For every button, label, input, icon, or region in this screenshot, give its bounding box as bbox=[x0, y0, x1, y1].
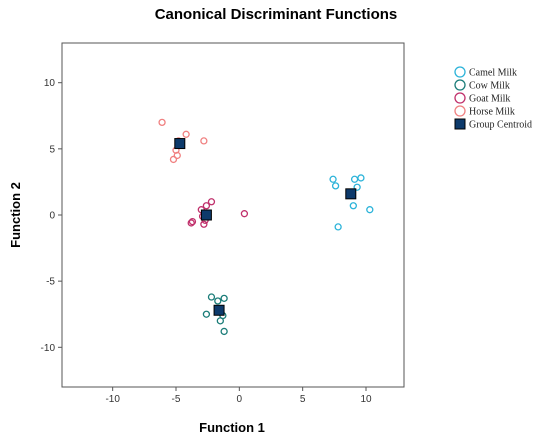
legend-label-camel-milk: Camel Milk bbox=[469, 68, 517, 79]
goat-milk-point bbox=[200, 220, 208, 228]
legend: Camel Milk Cow Milk Goat Milk Horse Milk Gro… bbox=[454, 66, 532, 131]
legend-marker-camel-milk bbox=[454, 66, 466, 78]
y-tick-label: 10 bbox=[44, 78, 56, 89]
x-tick-label: -10 bbox=[105, 394, 120, 405]
x-tick-label: 0 bbox=[237, 394, 243, 405]
cow-milk-point bbox=[220, 327, 228, 336]
group-centroid-point bbox=[345, 188, 357, 200]
camel-milk-point bbox=[366, 206, 374, 214]
camel-milk-point bbox=[331, 182, 340, 190]
goat-milk-point bbox=[202, 202, 211, 210]
horse-milk-point bbox=[182, 130, 190, 138]
x-axis: -10 -5 0 5 10 bbox=[105, 387, 372, 405]
group-centroid-point bbox=[213, 304, 225, 316]
camel-milk-point bbox=[349, 202, 357, 210]
camel-milk-point bbox=[334, 223, 342, 231]
y-axis-title: Function 2 bbox=[8, 182, 23, 248]
goat-milk-point bbox=[240, 210, 249, 218]
goat-milk-point bbox=[187, 219, 195, 227]
legend-marker-cow-milk bbox=[454, 79, 466, 91]
data-points bbox=[158, 118, 374, 336]
legend-marker-horse-milk bbox=[454, 105, 466, 117]
x-tick-label: -5 bbox=[172, 394, 181, 405]
cow-milk-point bbox=[214, 297, 222, 305]
horse-milk-point bbox=[200, 137, 208, 145]
horse-milk-point bbox=[158, 118, 166, 127]
goat-milk-point bbox=[188, 217, 197, 226]
cow-milk-point bbox=[207, 293, 216, 301]
horse-milk-point bbox=[169, 155, 178, 164]
plot-area bbox=[61, 42, 405, 388]
chart-title: Canonical Discriminant Functions bbox=[155, 6, 398, 23]
group-centroid-point bbox=[200, 209, 212, 221]
group-centroid-point bbox=[174, 138, 186, 150]
legend-label-horse-milk: Horse Milk bbox=[469, 107, 515, 118]
legend-label-group-centroid: Group Centroid bbox=[469, 120, 532, 131]
horse-milk-point bbox=[173, 151, 181, 160]
camel-milk-point bbox=[329, 175, 337, 183]
cow-milk-point bbox=[202, 310, 211, 318]
y-tick-label: -5 bbox=[46, 277, 55, 288]
legend-label-goat-milk: Goat Milk bbox=[469, 94, 510, 105]
cow-milk-point bbox=[216, 317, 224, 325]
legend-marker-goat-milk bbox=[454, 92, 466, 104]
y-axis: 10 5 0 -5 -10 bbox=[41, 78, 62, 354]
x-tick-label: 10 bbox=[360, 394, 372, 405]
y-tick-label: 5 bbox=[49, 144, 55, 155]
cow-milk-point bbox=[220, 294, 228, 303]
goat-milk-point bbox=[207, 198, 216, 206]
camel-milk-point bbox=[357, 174, 365, 182]
y-tick-label: 0 bbox=[49, 211, 55, 222]
y-tick-label: -10 bbox=[41, 343, 56, 354]
legend-label-cow-milk: Cow Milk bbox=[469, 81, 510, 92]
x-axis-title: Function 1 bbox=[199, 420, 265, 435]
camel-milk-point bbox=[353, 183, 361, 191]
x-tick-label: 5 bbox=[300, 394, 306, 405]
legend-marker-group-centroid bbox=[454, 118, 466, 130]
